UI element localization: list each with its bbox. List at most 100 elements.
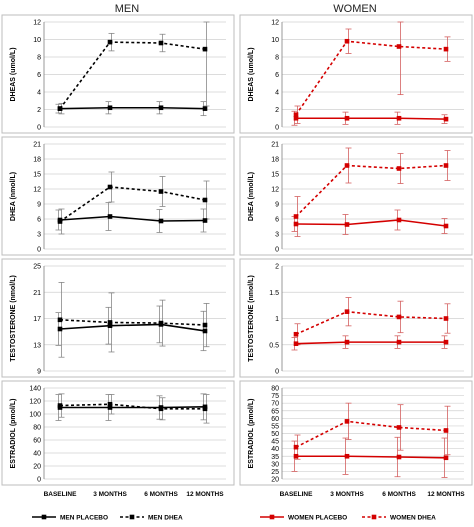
men-dheas-frame [1, 14, 235, 134]
women-estradiol-ytick-label: 65 [271, 408, 279, 415]
women-testosterone-ytick-label: 1 [275, 316, 279, 323]
women-estradiol-data-point [293, 444, 299, 450]
men-dheas-ytick-label: 2 [37, 107, 41, 114]
men-dheas-ytick-label: 4 [37, 90, 41, 97]
women-dheas-data-point [443, 46, 449, 52]
women-dheas-panel: 0 2 4 6 8 10 12 DHEAS (umol/L) [239, 14, 473, 134]
women-estradiol-ytick-label: 25 [271, 469, 279, 476]
women-testosterone-ytick-label: 0.5 [269, 342, 279, 349]
women-dhea-data-point [344, 163, 350, 168]
women-estradiol-ytick-label: 70 [271, 401, 279, 408]
legend-women-dhea-label: WOMEN DHEA [390, 515, 436, 522]
men-dhea-ytick-label: 3 [37, 232, 41, 239]
legend-men-placebo-marker [41, 514, 47, 520]
men-testosterone-ytick-label: 9 [37, 369, 41, 376]
men-dhea-data-point [107, 184, 113, 190]
women-dheas-data-point [396, 44, 402, 49]
women-dhea-frame [239, 136, 473, 256]
men-dhea-ytick-label: 0 [37, 247, 41, 254]
men-dheas-ytick-label: 8 [37, 55, 41, 62]
women-dhea-series-line [295, 219, 447, 227]
men-testosterone-data-point [107, 323, 113, 329]
women-dheas-data-point [443, 116, 449, 122]
men-estradiol-ytick-label: 40 [33, 451, 41, 458]
x-category-label: BASELINE [280, 491, 314, 498]
men-estradiol-series-line [59, 403, 205, 410]
men-estradiol-panel: 0 20 40 60 80 100 120 140 ESTRADIOL (pmol/L) [1, 380, 235, 486]
women-testosterone-series-line [295, 341, 446, 345]
women-estradiol-ytick-label: 75 [271, 393, 279, 400]
women-dheas-ytick-label: 0 [275, 125, 279, 132]
men-dheas-series-line [59, 41, 206, 110]
men-dhea-data-point [158, 189, 164, 194]
women-dheas-frame [239, 14, 473, 134]
legend-men-dhea-label: MEN DHEA [148, 515, 183, 522]
men-estradiol-data-point [57, 403, 63, 408]
men-estradiol-ylabel: ESTRADIOL (pmol/L) [10, 399, 17, 469]
women-estradiol-ytick-label: 30 [271, 461, 279, 468]
women-dheas-data-point [344, 115, 350, 121]
legend-women-placebo: WOMEN PLACEBO [260, 515, 347, 522]
women-dhea-panel: 0 3 6 9 12 15 18 21 DHEA (nmol/L) [239, 136, 473, 256]
legend-men-dhea: MEN DHEA [120, 515, 183, 522]
men-dheas-data-point [107, 39, 113, 45]
women-dheas-ytick-label: 4 [275, 90, 279, 97]
men-dhea-series-line [59, 186, 206, 223]
men-dheas-ytick-label: 12 [33, 20, 41, 27]
men-estradiol-data-point [107, 401, 113, 407]
women-dhea-data-point [443, 163, 449, 168]
men-dheas-data-point [107, 105, 113, 111]
women-estradiol-ytick-label: 80 [271, 386, 279, 393]
women-testosterone-frame [239, 258, 473, 378]
men-dhea-data-point [202, 197, 208, 203]
x-category-label: BASELINE [44, 491, 78, 498]
women-testosterone-ytick-label: 0 [275, 369, 279, 376]
men-testosterone-panel: 9 13 17 21 25 TESTOSTERONE (nmol/L) [1, 258, 235, 378]
women-dheas-data-point [344, 38, 350, 44]
women-testosterone-data-point [396, 339, 402, 345]
x-axis-labels: BASELINE BASELINE 3 MONTHS 3 MONTHS 6 MONTHS… [44, 491, 466, 498]
men-dhea-ytick-label: 18 [33, 157, 41, 164]
men-testosterone-data-point [107, 320, 113, 325]
women-dhea-ytick-label: 12 [271, 187, 279, 194]
men-estradiol-ytick-label: 120 [29, 399, 41, 406]
women-dhea-data-point [443, 223, 449, 229]
men-estradiol-data-point [158, 406, 164, 412]
legend-women-dhea-marker [371, 514, 377, 520]
men-dheas-panel: 0 2 4 6 8 10 12 DHEAS (umol/L) [1, 14, 235, 134]
men-dheas-data-point [158, 105, 164, 111]
women-dhea-ytick-label: 18 [271, 157, 279, 164]
men-dheas-ytick-label: 0 [37, 125, 41, 132]
men-dhea-data-point [158, 218, 164, 224]
legend-men-placebo: MEN PLACEBO [32, 515, 108, 522]
men-dhea-data-point [107, 214, 113, 219]
women-estradiol-data-point [344, 419, 350, 424]
women-testosterone-data-point [344, 309, 350, 314]
women-dheas-data-point [396, 115, 402, 121]
women-testosterone-ytick-label: 2 [275, 264, 279, 271]
women-testosterone-data-point [396, 314, 402, 320]
women-dhea-ytick-label: 3 [275, 232, 279, 239]
women-dhea-ylabel: DHEA (nmol/L) [248, 172, 255, 221]
men-testosterone-ytick-label: 21 [33, 290, 41, 297]
women-testosterone-data-point [293, 341, 299, 346]
women-estradiol-ytick-label: 55 [271, 423, 279, 430]
women-dheas-ytick-label: 2 [275, 107, 279, 114]
women-estradiol-ytick-label: 60 [271, 416, 279, 423]
men-dheas-ytick-label: 10 [33, 37, 41, 44]
legend-women-placebo-label: WOMEN PLACEBO [288, 515, 347, 522]
legend-men-placebo-label: MEN PLACEBO [60, 515, 108, 522]
men-estradiol-ytick-label: 0 [37, 477, 41, 484]
women-estradiol-series-line [295, 420, 447, 448]
men-dhea-frame [1, 136, 235, 256]
men-dhea-ytick-label: 21 [33, 142, 41, 149]
x-category-label: 6 MONTHS [144, 491, 178, 498]
women-estradiol-ytick-label: 50 [271, 431, 279, 438]
men-testosterone-ytick-label: 13 [33, 342, 41, 349]
men-dhea-ytick-label: 6 [37, 217, 41, 224]
women-estradiol-ytick-label: 45 [271, 439, 279, 446]
women-dhea-ytick-label: 9 [275, 202, 279, 209]
women-dhea-data-point [396, 166, 402, 171]
x-category-label: 12 MONTHS [427, 491, 465, 498]
